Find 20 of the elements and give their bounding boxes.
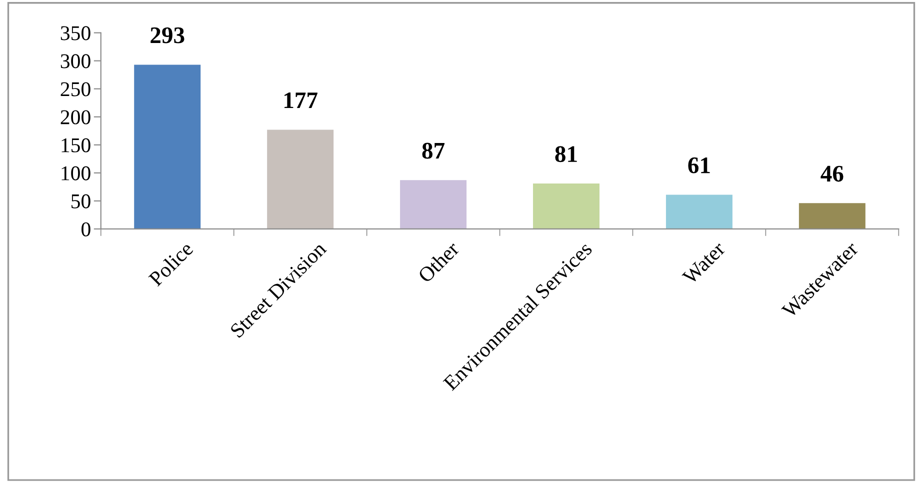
y-tick-label: 250 bbox=[60, 82, 90, 96]
bar bbox=[134, 64, 201, 229]
data-label: 46 bbox=[820, 166, 844, 182]
y-tick-label: 350 bbox=[60, 26, 90, 40]
data-label: 61 bbox=[688, 157, 710, 174]
data-label: 87 bbox=[422, 142, 445, 159]
bar bbox=[400, 180, 467, 229]
bar bbox=[267, 130, 334, 229]
data-label: 177 bbox=[284, 92, 318, 108]
y-tick-label: 100 bbox=[62, 166, 90, 180]
y-tick-label: 0 bbox=[82, 222, 90, 236]
y-tick-label: 200 bbox=[60, 110, 90, 124]
bar bbox=[798, 203, 866, 229]
y-tick-label: 150 bbox=[62, 138, 90, 152]
y-tick-label: 300 bbox=[60, 54, 90, 68]
data-label: 293 bbox=[150, 27, 184, 44]
bar bbox=[666, 194, 732, 229]
data-label: 81 bbox=[555, 146, 577, 162]
y-tick-label: 50 bbox=[72, 194, 90, 208]
bar bbox=[533, 184, 600, 229]
